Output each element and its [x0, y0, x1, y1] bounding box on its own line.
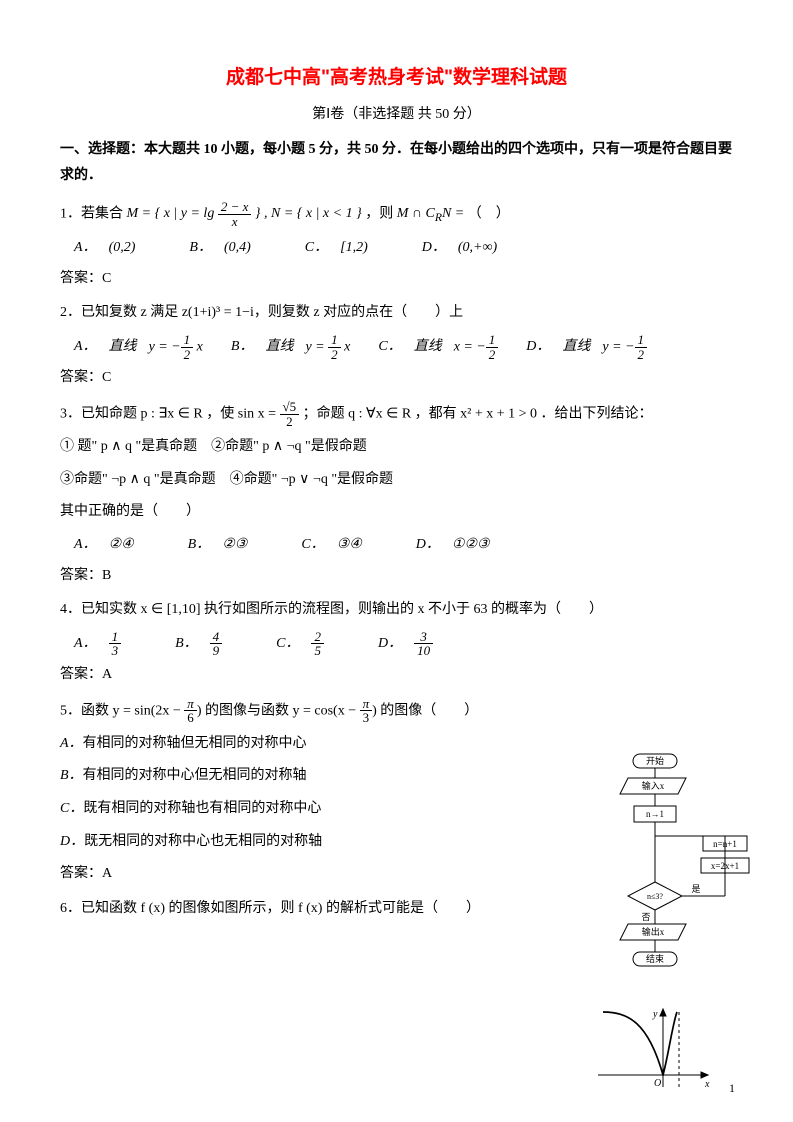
- svg-text:n≤3?: n≤3?: [647, 892, 663, 901]
- q1-set-m: M = { x | y = lg 2 − xx } , N = { x | x …: [127, 206, 362, 221]
- q4-options: A．13 B．49 C．25 D．310: [74, 630, 733, 658]
- q2-opt-d: D．直线 y = −12: [526, 333, 647, 361]
- svg-text:结束: 结束: [646, 953, 664, 964]
- q4-opt-c: C．25: [276, 630, 324, 658]
- question-1: 1．若集合 M = { x | y = lg 2 − xx } , N = { …: [60, 200, 733, 229]
- q3-options: A．②④ B．②③ C．③④ D．①②③: [74, 532, 733, 559]
- question-3: 3．已知命题 p : ∃x ∈ R ，使 sin x = √52 ；命题 q :…: [60, 400, 733, 428]
- svg-text:输出x: 输出x: [642, 926, 665, 937]
- q1-expr: M ∩ CRN =: [397, 206, 465, 221]
- question-2: 2．已知复数 z 满足 z(1+i)³ = 1−i，则复数 z 对应的点在（ ）…: [60, 300, 733, 327]
- q4-opt-b: B．49: [175, 630, 222, 658]
- svg-text:是: 是: [691, 884, 700, 894]
- q1-paren: （ ）: [468, 206, 510, 221]
- q1-opt-b: B．(0,4): [189, 235, 250, 262]
- flowchart-figure: 开始 输入x n→1 n=n+1 x=2x+1 n≤3? 是 否 输出x 结束: [598, 752, 753, 997]
- q3-opt-a: A．②④: [74, 532, 134, 559]
- q1-opt-c: C．[1,2): [305, 235, 368, 262]
- question-4: 4．已知实数 x ∈ [1,10] 执行如图所示的流程图，则输出的 x 不小于 …: [60, 597, 733, 624]
- q1-stem-mid: ，则: [365, 206, 397, 221]
- svg-text:n→1: n→1: [646, 809, 664, 819]
- q1-opt-d: D．(0,+∞): [422, 235, 497, 262]
- q1-opt-a: A．(0,2): [74, 235, 135, 262]
- q3-line3: 其中正确的是（ ）: [60, 499, 733, 526]
- q3-opt-d: D．①②③: [416, 532, 490, 559]
- exam-title: 成都七中高"高考热身考试"数学理科试题: [60, 60, 733, 96]
- exam-subtitle: 第Ⅰ卷（非选择题 共 50 分）: [60, 102, 733, 129]
- q2-options: A．直线 y = −12 x B．直线 y = 12 x C．直线 x = −1…: [74, 333, 733, 361]
- q2-opt-c: C．直线 x = −12: [378, 333, 498, 361]
- question-6: 6．已知函数 f (x) 的图像如图所示，则 f (x) 的解析式可能是（ ）: [60, 896, 580, 923]
- q3-line1: ① 题" p ∧ q "是真命题 ②命题" p ∧ ¬q "是假命题: [60, 434, 733, 461]
- q1-stem-pre: 1．若集合: [60, 206, 127, 221]
- section-heading: 一、选择题：本大题共 10 小题，每小题 5 分，共 50 分．在每小题给出的四…: [60, 137, 733, 190]
- q2-opt-b: B．直线 y = 12 x: [231, 333, 350, 361]
- q5-opt-b: B．有相同的对称中心但无相同的对称轴: [60, 763, 580, 790]
- q4-opt-d: D．310: [378, 630, 433, 658]
- q5-opt-d: D．既无相同的对称中心也无相同的对称轴: [60, 829, 580, 856]
- q2-answer: 答案：C: [60, 365, 733, 392]
- svg-text:x: x: [704, 1079, 710, 1090]
- svg-text:O: O: [654, 1078, 661, 1089]
- svg-text:输入x: 输入x: [642, 780, 665, 791]
- function-graph: x y O: [593, 1007, 713, 1092]
- q3-line2: ③命题" ¬p ∧ q "是真命题 ④命题" ¬p ∨ ¬q "是假命题: [60, 467, 733, 494]
- page-number: 1: [729, 1077, 735, 1100]
- q3-opt-b: B．②③: [188, 532, 248, 559]
- q2-opt-a: A．直线 y = −12 x: [74, 333, 203, 361]
- svg-text:开始: 开始: [646, 755, 664, 766]
- q4-opt-a: A．13: [74, 630, 121, 658]
- q3-answer: 答案：B: [60, 563, 733, 590]
- svg-text:y: y: [652, 1009, 658, 1020]
- q4-answer: 答案：A: [60, 662, 733, 689]
- q3-opt-c: C．③④: [301, 532, 361, 559]
- q1-answer: 答案：C: [60, 266, 733, 293]
- q1-options: A．(0,2) B．(0,4) C．[1,2) D．(0,+∞): [74, 235, 733, 262]
- question-5: 5．函数 y = sin(2x − π6) 的图像与函数 y = cos(x −…: [60, 697, 580, 725]
- svg-text:否: 否: [641, 912, 650, 922]
- q5-opt-c: C．既有相同的对称轴也有相同的对称中心: [60, 796, 580, 823]
- q5-opt-a: A．有相同的对称轴但无相同的对称中心: [60, 731, 580, 758]
